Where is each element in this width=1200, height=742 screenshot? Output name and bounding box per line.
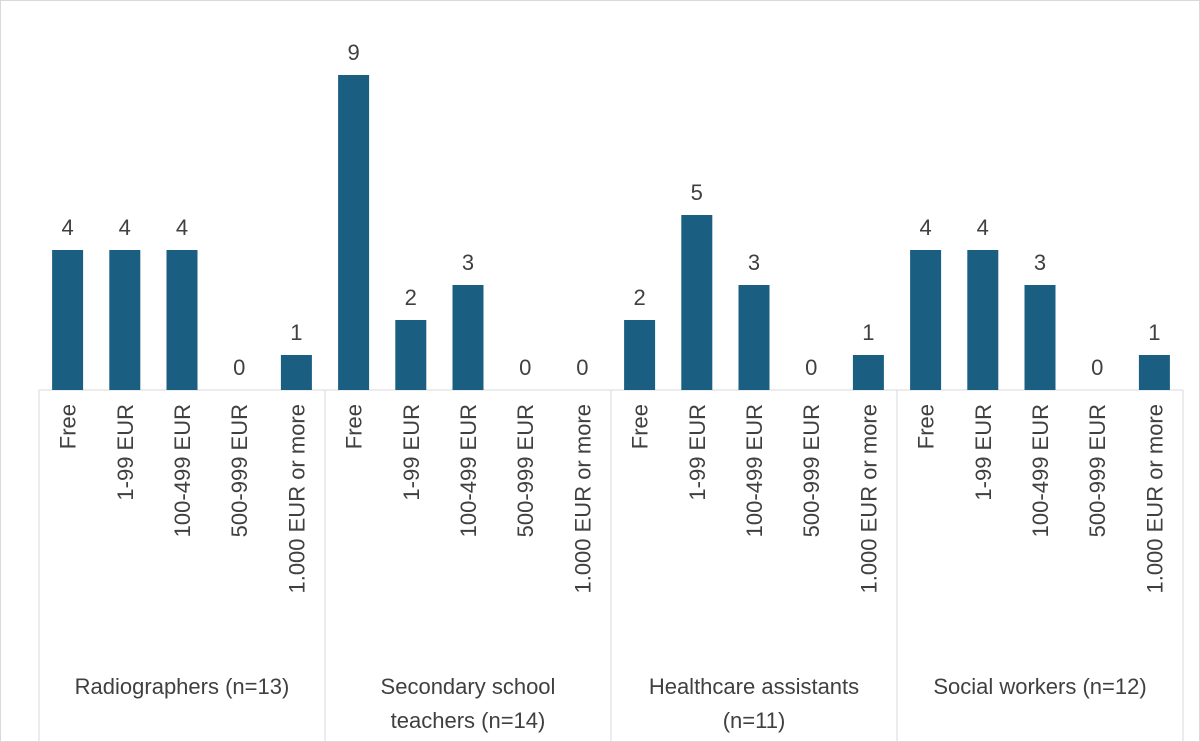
- data-label: 4: [977, 215, 989, 240]
- category-tick-label: 1.000 EUR or more: [1142, 404, 1167, 594]
- group-label: Radiographers (n=13): [75, 674, 290, 699]
- bar: [52, 250, 84, 390]
- bar: [1024, 285, 1056, 390]
- data-label: 0: [519, 355, 531, 380]
- data-label: 4: [119, 215, 131, 240]
- data-label: 3: [462, 250, 474, 275]
- bar: [624, 320, 656, 390]
- category-tick-label: 1.000 EUR or more: [856, 404, 881, 594]
- bar: [280, 355, 312, 390]
- category-tick-label: 100-499 EUR: [456, 404, 481, 537]
- bar: [852, 355, 884, 390]
- data-label: 9: [347, 40, 359, 65]
- category-tick-label: 100-499 EUR: [170, 404, 195, 537]
- bar: [452, 285, 484, 390]
- category-tick-label: 500-999 EUR: [227, 404, 252, 537]
- data-label: 0: [1091, 355, 1103, 380]
- data-label: 3: [1034, 250, 1046, 275]
- category-tick-label: 500-999 EUR: [513, 404, 538, 537]
- group-label: Healthcare assistants (n=11): [649, 674, 859, 733]
- data-label: 4: [176, 215, 188, 240]
- data-label: 1: [290, 320, 302, 345]
- category-tick-label: Free: [914, 404, 939, 449]
- data-label: 4: [61, 215, 73, 240]
- category-tick-label: 1-99 EUR: [685, 404, 710, 501]
- category-tick-label: 500-999 EUR: [1085, 404, 1110, 537]
- bar: [910, 250, 942, 390]
- category-tick-label: 100-499 EUR: [742, 404, 767, 537]
- data-label: 2: [405, 285, 417, 310]
- category-tick-label: Free: [342, 404, 367, 449]
- bar: [967, 250, 999, 390]
- category-tick-label: 1-99 EUR: [113, 404, 138, 501]
- bar: [395, 320, 427, 390]
- data-label: 0: [805, 355, 817, 380]
- group-label: Social workers (n=12): [933, 674, 1146, 699]
- category-tick-label: 1.000 EUR or more: [570, 404, 595, 594]
- bar: [338, 75, 370, 390]
- bar: [166, 250, 198, 390]
- data-label: 0: [233, 355, 245, 380]
- category-tick-label: 1.000 EUR or more: [284, 404, 309, 594]
- data-label: 2: [633, 285, 645, 310]
- data-label: 0: [576, 355, 588, 380]
- category-tick-label: Free: [56, 404, 81, 449]
- data-label: 1: [1148, 320, 1160, 345]
- bar: [109, 250, 141, 390]
- category-tick-label: Free: [628, 404, 653, 449]
- category-tick-label: 1-99 EUR: [971, 404, 996, 501]
- group-label: Secondary school teachers (n=14): [381, 674, 556, 733]
- data-label: 3: [748, 250, 760, 275]
- data-label: 5: [691, 180, 703, 205]
- data-label: 1: [862, 320, 874, 345]
- category-tick-label: 500-999 EUR: [799, 404, 824, 537]
- bar: [1138, 355, 1170, 390]
- bar: [681, 215, 713, 390]
- data-label: 4: [919, 215, 931, 240]
- bar: [738, 285, 770, 390]
- category-tick-label: 100-499 EUR: [1028, 404, 1053, 537]
- category-tick-label: 1-99 EUR: [399, 404, 424, 501]
